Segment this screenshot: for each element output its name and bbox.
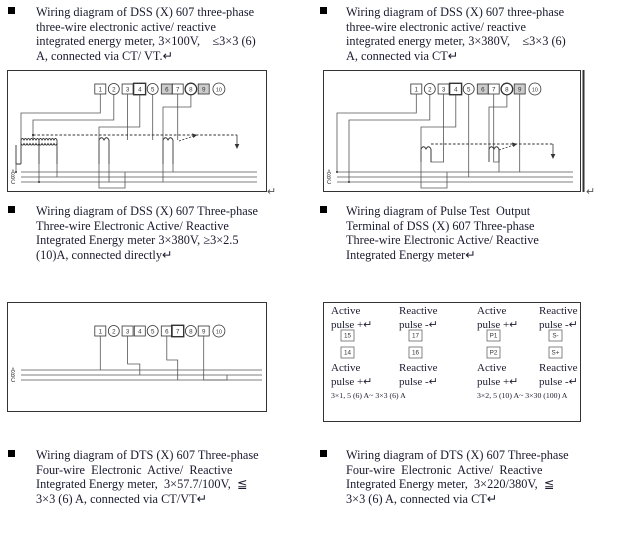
svg-text:2: 2 <box>112 87 116 94</box>
svg-text:4: 4 <box>138 87 142 94</box>
svg-text:17: 17 <box>412 333 420 340</box>
svg-text:pulse +↵: pulse +↵ <box>331 319 372 331</box>
svg-text:Active: Active <box>477 362 506 374</box>
svg-text:5: 5 <box>467 87 471 94</box>
svg-text:Active: Active <box>331 362 360 374</box>
svg-text:2: 2 <box>112 329 116 336</box>
svg-text:7: 7 <box>176 329 180 336</box>
svg-text:S-: S- <box>552 333 558 340</box>
svg-text:7: 7 <box>176 87 180 94</box>
svg-text:Active: Active <box>331 305 360 317</box>
svg-text:8: 8 <box>505 87 509 94</box>
svg-text:6: 6 <box>481 87 485 94</box>
svg-text:1: 1 <box>415 87 419 94</box>
svg-text:Reactive: Reactive <box>399 362 438 374</box>
svg-text:pulse -↵: pulse -↵ <box>539 319 578 331</box>
svg-text:10: 10 <box>532 88 538 94</box>
svg-text:6: 6 <box>165 87 169 94</box>
svg-text:P1: P1 <box>490 333 498 340</box>
svg-text:3: 3 <box>126 87 130 94</box>
svg-text:pulse +↵: pulse +↵ <box>477 376 518 388</box>
svg-text:pulse -↵: pulse -↵ <box>399 319 438 331</box>
svg-text:pulse -↵: pulse -↵ <box>539 376 578 388</box>
svg-text:8: 8 <box>189 87 193 94</box>
svg-text:P2: P2 <box>490 350 498 357</box>
svg-text:3×2, 5 (10) A~ 3×30 (100) A: 3×2, 5 (10) A~ 3×30 (100) A <box>477 391 568 400</box>
svg-text:pulse -↵: pulse -↵ <box>399 376 438 388</box>
svg-text:Active: Active <box>477 305 506 317</box>
svg-text:Reactive: Reactive <box>399 305 438 317</box>
svg-text:5: 5 <box>151 87 155 94</box>
svg-text:10: 10 <box>216 330 222 336</box>
svg-text:1: 1 <box>99 87 103 94</box>
svg-text:3: 3 <box>126 329 130 336</box>
svg-text:9: 9 <box>518 87 522 94</box>
svg-text:S+: S+ <box>552 350 560 357</box>
svg-text:7: 7 <box>492 87 496 94</box>
svg-text:pulse +↵: pulse +↵ <box>331 376 372 388</box>
svg-text:C: C <box>327 180 332 186</box>
svg-text:3×1, 5 (6) A~ 3×3 (6) A: 3×1, 5 (6) A~ 3×3 (6) A <box>331 391 406 400</box>
svg-text:16: 16 <box>412 350 420 357</box>
svg-text:Reactive: Reactive <box>539 305 578 317</box>
svg-text:1: 1 <box>99 329 103 336</box>
svg-text:5: 5 <box>151 329 155 336</box>
svg-text:4: 4 <box>138 329 142 336</box>
svg-text:10: 10 <box>216 88 222 94</box>
svg-text:15: 15 <box>344 333 352 340</box>
svg-text:6: 6 <box>165 329 169 336</box>
svg-text:9: 9 <box>202 329 206 336</box>
svg-text:4: 4 <box>454 87 458 94</box>
svg-text:C: C <box>11 180 16 186</box>
svg-text:Reactive: Reactive <box>539 362 578 374</box>
svg-text:C: C <box>11 378 16 384</box>
svg-text:9: 9 <box>202 87 206 94</box>
svg-text:3: 3 <box>442 87 446 94</box>
svg-text:pulse +↵: pulse +↵ <box>477 319 518 331</box>
svg-text:2: 2 <box>428 87 432 94</box>
svg-text:14: 14 <box>344 350 352 357</box>
svg-text:8: 8 <box>189 329 193 336</box>
